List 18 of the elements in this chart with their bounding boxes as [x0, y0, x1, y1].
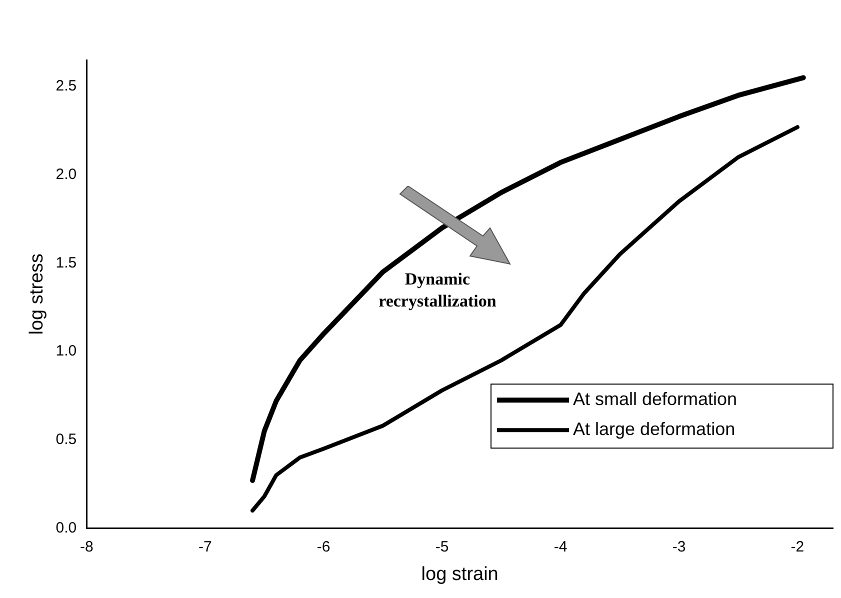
- y-tick-label: 0.0: [56, 519, 77, 536]
- x-tick-label: -4: [554, 538, 568, 556]
- y-axis-title: log stress: [26, 253, 48, 335]
- x-tick-label: -7: [198, 538, 212, 556]
- x-tick-label: -8: [80, 538, 94, 556]
- y-tick-label: 0.5: [56, 431, 77, 448]
- y-tick-label: 2.0: [56, 166, 77, 183]
- x-axis-title: log strain: [421, 564, 498, 585]
- annotation: Dynamic recrystallization: [378, 270, 497, 311]
- legend-label: At small deformation: [573, 389, 738, 410]
- legend-label: At large deformation: [573, 419, 736, 440]
- y-tick-label: 1.0: [56, 342, 77, 360]
- x-tick-label: -6: [316, 538, 330, 556]
- x-tick-label: -2: [790, 538, 804, 556]
- x-tick-label: -3: [672, 538, 686, 556]
- x-tick-label: -5: [435, 538, 449, 556]
- y-tick-label: 1.5: [56, 254, 77, 272]
- y-tick-label: 2.5: [56, 78, 77, 95]
